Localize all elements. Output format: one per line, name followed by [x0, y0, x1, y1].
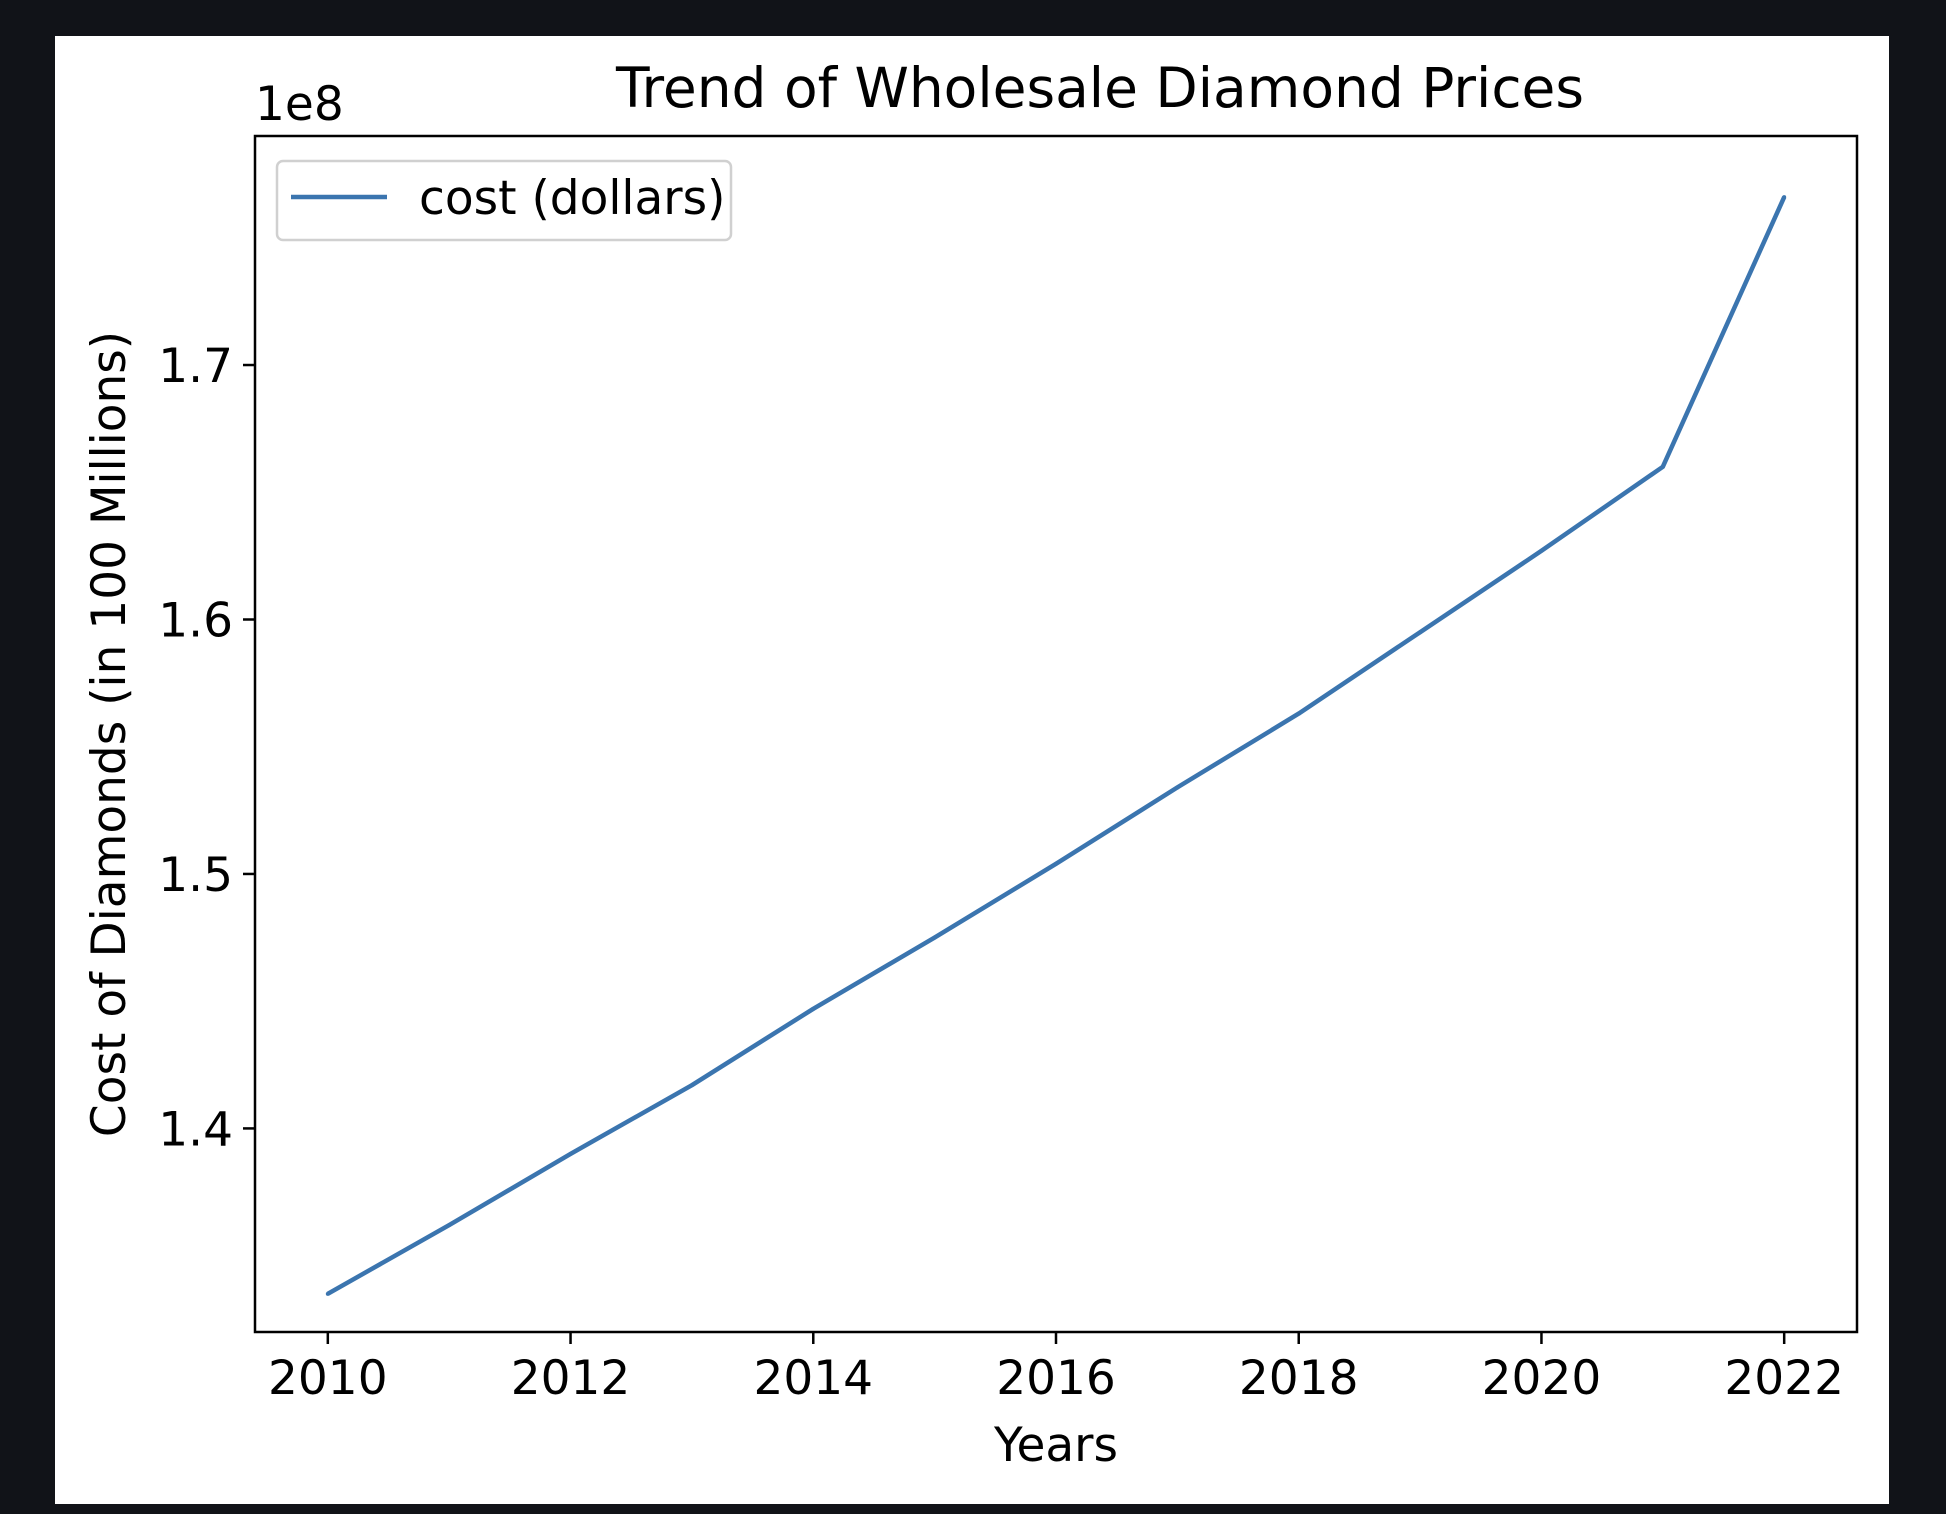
series-points [325, 195, 1787, 1296]
data-point [568, 1151, 573, 1156]
y-tick-label: 1.7 [158, 339, 233, 394]
data-point [1418, 630, 1423, 635]
series-line-cost [326, 196, 1787, 1296]
data-point [325, 1291, 330, 1296]
x-tick-label: 2022 [1724, 1351, 1844, 1406]
legend: cost (dollars) [275, 159, 733, 242]
x-tick-label: 2014 [753, 1351, 873, 1406]
plot-area [253, 134, 1859, 1334]
y-tick-label: 1.5 [158, 848, 233, 903]
y-axis: 1.4 1.5 1.6 1.7 [158, 339, 255, 1157]
y-tick-label: 1.4 [158, 1102, 233, 1157]
x-axis-label: Years [993, 1418, 1118, 1473]
data-point [1054, 861, 1058, 866]
data-point [811, 1006, 816, 1011]
x-tick-label: 2010 [268, 1351, 388, 1406]
chart-svg: Trend of Wholesale Diamond Prices 1e8 20… [82, 56, 1859, 1473]
data-point [1660, 464, 1665, 469]
x-tick-label: 2018 [1239, 1351, 1359, 1406]
legend-box [275, 159, 733, 242]
x-tick-label: 2012 [511, 1351, 631, 1406]
x-tick-label: 2016 [996, 1351, 1116, 1406]
data-point [689, 1083, 694, 1088]
chart-title: Trend of Wholesale Diamond Prices [615, 56, 1584, 120]
x-tick-label: 2020 [1482, 1351, 1602, 1406]
y-offset-label: 1e8 [255, 77, 344, 132]
chart-figure: Trend of Wholesale Diamond Prices 1e8 20… [55, 36, 1889, 1504]
data-point [1782, 195, 1787, 200]
data-point [932, 935, 937, 940]
data-point [1175, 785, 1180, 790]
y-tick-label: 1.6 [158, 593, 233, 648]
x-axis: 2010 2012 2014 2016 2018 2020 2022 [268, 1332, 1844, 1406]
data-point [1296, 711, 1301, 716]
data-point [447, 1223, 452, 1228]
legend-label: cost (dollars) [419, 171, 725, 226]
data-point [1539, 548, 1544, 553]
y-axis-label: Cost of Diamonds (in 100 Millions) [82, 331, 137, 1137]
